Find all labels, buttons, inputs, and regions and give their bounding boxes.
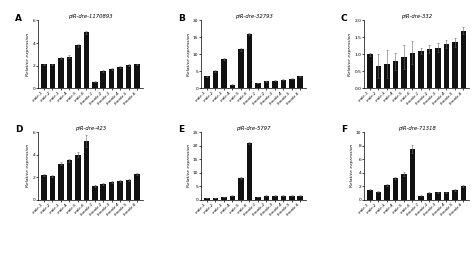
Bar xyxy=(452,42,457,88)
Bar xyxy=(418,51,424,88)
Bar xyxy=(392,61,398,88)
Bar xyxy=(100,71,106,88)
Bar xyxy=(221,197,227,200)
Bar xyxy=(376,66,381,88)
Title: piR-dre-32793: piR-dre-32793 xyxy=(235,14,273,19)
Bar xyxy=(427,193,432,200)
Bar xyxy=(255,83,261,88)
Bar xyxy=(392,178,398,200)
Text: A: A xyxy=(15,14,22,23)
Bar xyxy=(204,76,210,88)
Bar xyxy=(92,82,98,88)
Bar xyxy=(410,149,415,200)
Bar xyxy=(83,32,89,88)
Title: piR-dre-423: piR-dre-423 xyxy=(75,126,106,131)
Title: piR-dre-1170893: piR-dre-1170893 xyxy=(68,14,113,19)
Title: piR-dre-332: piR-dre-332 xyxy=(401,14,432,19)
Bar xyxy=(238,178,244,200)
Bar xyxy=(452,189,457,200)
Bar xyxy=(109,182,115,200)
Bar xyxy=(58,164,64,200)
Y-axis label: Relative expression: Relative expression xyxy=(348,33,352,76)
Bar xyxy=(66,160,72,200)
Bar xyxy=(367,189,373,200)
Bar xyxy=(418,196,424,200)
Bar xyxy=(58,58,64,88)
Bar xyxy=(384,185,390,200)
Bar xyxy=(66,57,72,88)
Bar xyxy=(41,175,46,200)
Bar xyxy=(281,80,286,88)
Bar xyxy=(75,155,81,200)
Bar xyxy=(281,196,286,200)
Bar xyxy=(264,81,269,88)
Bar xyxy=(221,59,227,88)
Bar xyxy=(100,184,106,200)
Title: piR-dre-5797: piR-dre-5797 xyxy=(237,126,271,131)
Bar xyxy=(92,186,98,200)
Bar xyxy=(272,81,278,88)
Bar xyxy=(298,76,303,88)
Y-axis label: Relative expression: Relative expression xyxy=(350,144,354,187)
Bar xyxy=(109,69,115,88)
Bar xyxy=(135,65,140,88)
Bar xyxy=(264,196,269,200)
Bar xyxy=(461,186,466,200)
Bar xyxy=(118,67,123,88)
Bar xyxy=(126,180,131,200)
Text: C: C xyxy=(341,14,347,23)
Bar xyxy=(75,45,81,88)
Bar xyxy=(401,174,407,200)
Bar xyxy=(50,65,55,88)
Bar xyxy=(41,65,46,88)
Bar xyxy=(213,71,218,88)
Bar xyxy=(229,85,235,88)
Y-axis label: Relative expression: Relative expression xyxy=(27,33,30,76)
Bar xyxy=(229,196,235,200)
Bar xyxy=(204,198,210,200)
Bar xyxy=(255,197,261,200)
Y-axis label: Relative expression: Relative expression xyxy=(27,144,30,187)
Bar xyxy=(289,79,294,88)
Bar xyxy=(272,196,278,200)
Bar xyxy=(410,52,415,88)
Text: B: B xyxy=(178,14,185,23)
Bar xyxy=(213,198,218,200)
Bar xyxy=(246,143,252,200)
Bar xyxy=(126,65,131,88)
Bar xyxy=(435,48,441,88)
Bar xyxy=(298,196,303,200)
Y-axis label: Relative expression: Relative expression xyxy=(186,33,191,76)
Title: piR-dre-71318: piR-dre-71318 xyxy=(398,126,436,131)
Bar xyxy=(401,57,407,88)
Bar xyxy=(367,54,373,88)
Bar xyxy=(384,64,390,88)
Bar xyxy=(435,192,441,200)
Y-axis label: Relative expression: Relative expression xyxy=(186,144,191,187)
Bar xyxy=(376,191,381,200)
Text: E: E xyxy=(178,125,184,134)
Bar xyxy=(461,31,466,88)
Bar xyxy=(444,44,449,88)
Text: D: D xyxy=(15,125,22,134)
Bar xyxy=(135,174,140,200)
Bar xyxy=(50,176,55,200)
Bar xyxy=(427,49,432,88)
Bar xyxy=(118,181,123,200)
Bar xyxy=(83,141,89,200)
Bar xyxy=(238,49,244,88)
Bar xyxy=(289,196,294,200)
Bar xyxy=(444,192,449,200)
Bar xyxy=(246,34,252,88)
Text: F: F xyxy=(341,125,347,134)
